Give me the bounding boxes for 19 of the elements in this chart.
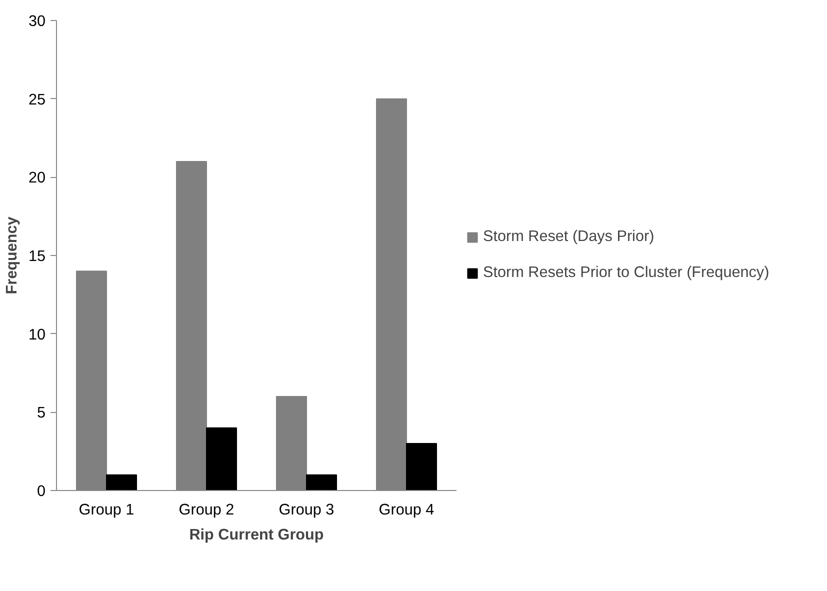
- y-tick-label: 5: [36, 404, 46, 422]
- legend-label: Storm Resets Prior to Cluster (Frequency): [483, 264, 770, 282]
- x-tick-label: Group 4: [378, 502, 435, 518]
- y-tick-label: 20: [28, 170, 46, 187]
- y-tick-label: 10: [28, 326, 46, 344]
- x-tick-label: Group 3: [278, 502, 334, 518]
- legend-label: Storm Reset (Days Prior): [483, 228, 654, 246]
- y-axis-title: Frequency: [3, 216, 20, 294]
- y-tick-label: 15: [28, 248, 46, 265]
- x-tick-label: Group 1: [78, 502, 134, 518]
- bar: [206, 427, 237, 490]
- y-tick-label: 25: [28, 91, 46, 108]
- bar: [106, 474, 137, 490]
- y-tick-label: 30: [28, 13, 46, 30]
- x-axis-title: Rip Current Group: [189, 526, 324, 544]
- x-tick-label: Group 2: [178, 502, 234, 518]
- bar: [306, 474, 337, 490]
- bar: [406, 443, 437, 490]
- y-tick-label: 0: [36, 483, 46, 500]
